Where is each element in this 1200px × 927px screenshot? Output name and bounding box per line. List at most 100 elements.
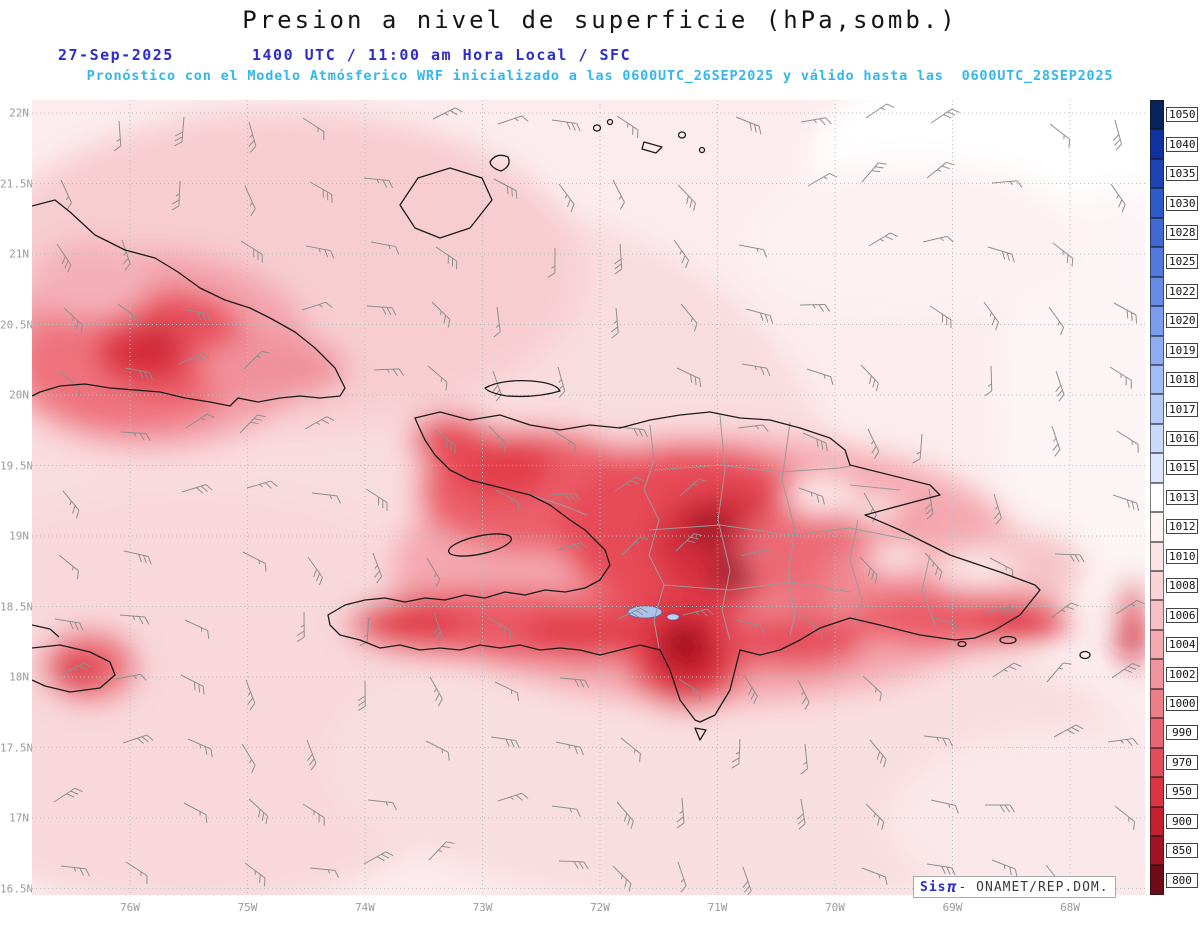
- wind-barb: [1050, 602, 1079, 619]
- legend-swatch: [1150, 629, 1164, 660]
- wind-barb: [992, 662, 1022, 678]
- legend-row: 1035: [1150, 158, 1198, 189]
- wind-barb: [745, 308, 774, 324]
- wind-barb: [239, 414, 266, 434]
- grid-lines: [32, 100, 1145, 895]
- wind-barb: [426, 557, 441, 588]
- legend-swatch: [1150, 865, 1164, 895]
- wind-barb: [431, 301, 451, 328]
- lat-label: 16.5N: [0, 882, 34, 895]
- wind-barb: [1051, 425, 1061, 457]
- wind-barb: [924, 552, 943, 580]
- wind-barb: [551, 805, 581, 818]
- wind-barb: [296, 611, 305, 642]
- legend-swatch: [1150, 247, 1164, 277]
- legend-value: 800: [1166, 872, 1198, 888]
- legend-swatch: [1150, 394, 1164, 424]
- wind-barb: [680, 303, 698, 332]
- legend-row: 1004: [1150, 629, 1198, 660]
- wind-barb: [923, 735, 953, 747]
- wind-barb: [1052, 242, 1074, 267]
- legend-row: 1019: [1150, 335, 1198, 365]
- wind-barb: [735, 116, 762, 135]
- wind-barb: [435, 246, 458, 270]
- wind-barb: [302, 117, 325, 141]
- pressure-shading: [32, 100, 1145, 895]
- province-border: [663, 581, 851, 593]
- beata-island: [694, 727, 707, 741]
- province-border: [849, 484, 901, 491]
- wind-barb: [991, 180, 1023, 188]
- catalina-island: [957, 640, 967, 648]
- wind-barb: [612, 865, 632, 892]
- wind-barb: [621, 536, 648, 556]
- little-inagua-island: [489, 154, 510, 172]
- wind-barb: [679, 478, 707, 497]
- legend-row: 1020: [1150, 306, 1198, 336]
- wind-barb: [184, 619, 210, 639]
- page-title: Presion a nivel de superficie (hPa,somb.…: [242, 6, 958, 34]
- wind-barb: [929, 305, 952, 328]
- wind-barb: [187, 738, 213, 758]
- wind-barb: [183, 802, 208, 824]
- province-border: [653, 464, 851, 473]
- wind-barb: [984, 365, 993, 397]
- wind-barb: [248, 121, 257, 153]
- legend-value: 850: [1166, 843, 1198, 859]
- wind-barb: [912, 433, 923, 464]
- wind-barb: [181, 484, 213, 494]
- legend-value: 1035: [1166, 166, 1198, 182]
- wind-barb: [922, 235, 954, 243]
- wind-barb: [120, 431, 151, 441]
- legend-swatch: [1150, 600, 1164, 630]
- wind-barb: [370, 241, 400, 255]
- legend-swatch: [1150, 335, 1164, 365]
- wind-barb: [801, 615, 823, 640]
- legend-row: 850: [1150, 835, 1198, 866]
- wind-barb: [434, 429, 456, 454]
- coastlines: [32, 118, 1091, 741]
- wind-barb: [119, 614, 150, 625]
- turks-island: [677, 131, 687, 139]
- mona-island: [1079, 650, 1091, 660]
- legend-swatch: [1150, 129, 1164, 159]
- wind-barb: [306, 739, 317, 771]
- lat-label: 19N: [9, 529, 29, 543]
- lon-label: 69W: [942, 901, 963, 914]
- wind-barb: [373, 368, 405, 377]
- lat-label: 22N: [9, 106, 29, 120]
- wind-barb: [121, 239, 131, 271]
- wind-barb: [984, 804, 1015, 813]
- wind-barb: [985, 606, 1017, 616]
- wind-barb: [673, 239, 690, 269]
- province-border: [921, 554, 936, 626]
- province-border: [717, 414, 731, 641]
- wind-barb: [493, 178, 518, 199]
- wind-barb: [678, 678, 701, 702]
- lon-label: 76W: [120, 901, 140, 914]
- legend-value: 1002: [1166, 666, 1198, 682]
- wind-barb: [490, 736, 520, 749]
- wind-barb: [617, 607, 648, 620]
- wind-barb: [868, 232, 899, 247]
- legend-row: 900: [1150, 806, 1198, 836]
- wind-barb: [357, 680, 366, 711]
- wind-barb: [865, 103, 895, 119]
- legend-swatch: [1150, 718, 1164, 748]
- wind-barb: [796, 798, 806, 830]
- legend-swatch: [1150, 423, 1164, 454]
- wind-barb: [677, 861, 687, 893]
- lon-label: 71W: [707, 901, 728, 914]
- wind-barb: [1114, 805, 1135, 830]
- wind-barb: [1107, 738, 1139, 747]
- legend-value: 1013: [1166, 489, 1198, 505]
- wind-barb: [1112, 494, 1140, 512]
- attribution: Sis π - ONAMET/REP.DOM.: [913, 876, 1116, 898]
- tortue-island: [484, 380, 561, 398]
- legend-row: 1025: [1150, 247, 1198, 277]
- legend-swatch: [1150, 571, 1164, 601]
- wind-barb: [675, 533, 703, 552]
- wind-barb: [993, 493, 1002, 525]
- legend-swatch: [1150, 217, 1164, 248]
- wind-barb: [246, 480, 278, 489]
